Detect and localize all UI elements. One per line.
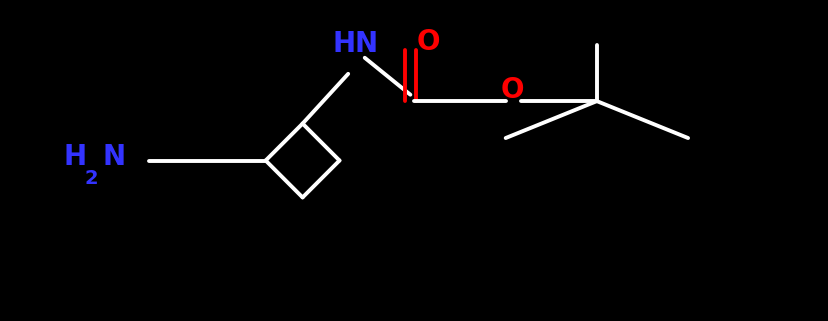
Text: O: O xyxy=(500,76,523,104)
Text: N: N xyxy=(102,143,125,171)
Text: H: H xyxy=(63,143,86,171)
Text: O: O xyxy=(416,28,440,56)
Text: H: H xyxy=(332,30,355,58)
Text: 2: 2 xyxy=(84,169,98,188)
Text: N: N xyxy=(354,30,378,58)
